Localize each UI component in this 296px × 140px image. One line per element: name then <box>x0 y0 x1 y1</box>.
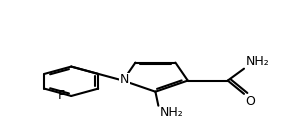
Text: NH₂: NH₂ <box>160 106 184 119</box>
Text: NH₂: NH₂ <box>245 55 269 68</box>
Text: N: N <box>120 73 129 86</box>
Text: O: O <box>245 95 255 108</box>
Text: F: F <box>58 89 65 102</box>
